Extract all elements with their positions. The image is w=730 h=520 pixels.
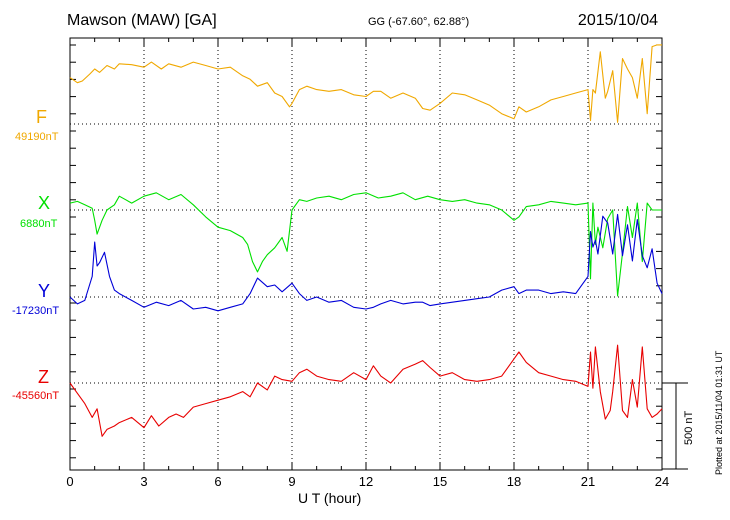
x-tick-label: 21 bbox=[581, 474, 595, 489]
x-tick-label: 3 bbox=[140, 474, 147, 489]
series-line-z bbox=[69, 344, 663, 437]
x-tick-label: 6 bbox=[214, 474, 221, 489]
component-baseline-x: 6880nT bbox=[20, 218, 58, 230]
plotted-timestamp: Plotted at 2015/11/04 01:31 UT bbox=[714, 350, 724, 475]
component-name-x: X bbox=[38, 193, 51, 213]
plot-date: 2015/10/04 bbox=[577, 12, 658, 29]
x-axis-label: U T (hour) bbox=[298, 490, 362, 506]
component-name-y: Y bbox=[38, 281, 51, 301]
x-tick-label: 24 bbox=[655, 474, 669, 489]
component-baseline-z: -45560nT bbox=[12, 390, 60, 402]
component-name-z: Z bbox=[38, 367, 49, 387]
component-name-f: F bbox=[36, 107, 47, 127]
scale-bar-label: 500 nT bbox=[683, 410, 695, 445]
station-title: Mawson (MAW) [GA] bbox=[67, 12, 217, 29]
x-tick-label: 15 bbox=[433, 474, 447, 489]
x-tick-label: 0 bbox=[66, 474, 73, 489]
x-tick-label: 18 bbox=[507, 474, 521, 489]
series-line-y bbox=[69, 213, 663, 312]
geographic-coords: GG (-67.60°, 62.88°) bbox=[368, 16, 470, 28]
component-baseline-y: -17230nT bbox=[12, 305, 60, 317]
series-line-x bbox=[69, 192, 662, 297]
x-tick-label: 12 bbox=[359, 474, 373, 489]
component-baseline-f: 49190nT bbox=[15, 131, 59, 143]
x-tick-label: 9 bbox=[288, 474, 295, 489]
series-line-f bbox=[69, 44, 662, 123]
